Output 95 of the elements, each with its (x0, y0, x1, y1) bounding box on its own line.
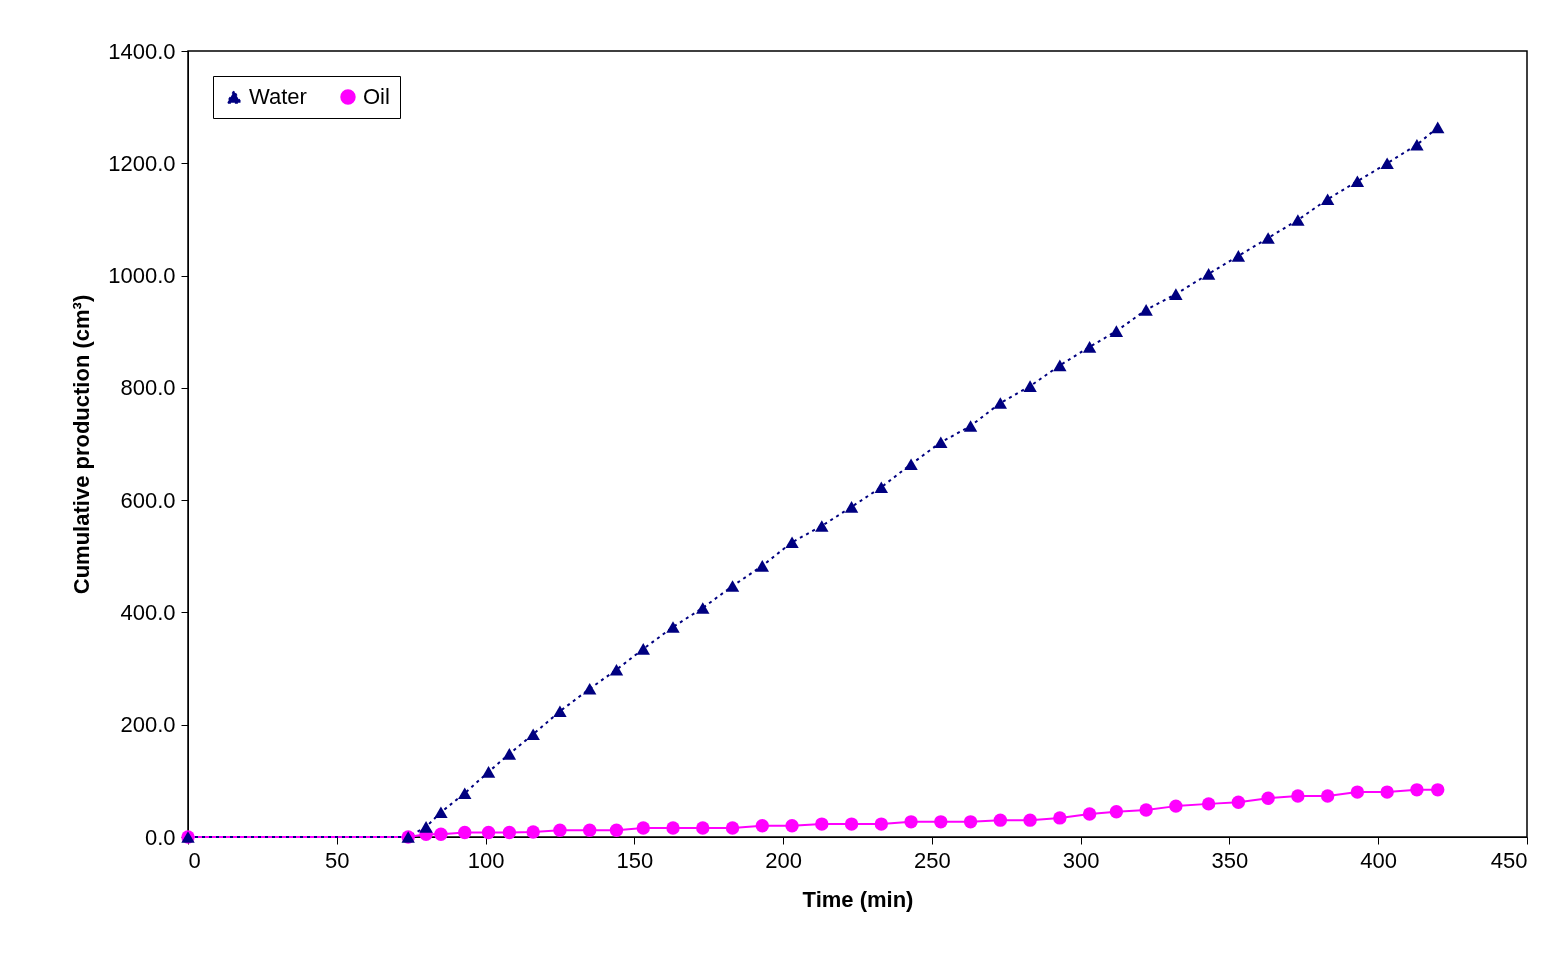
point (815, 520, 829, 532)
y-axis-title: Cumulative production (cm³) (69, 294, 95, 595)
point (1053, 359, 1067, 372)
point (666, 821, 680, 835)
point (874, 817, 889, 831)
point (1169, 288, 1183, 300)
point (526, 825, 540, 839)
point (1261, 232, 1275, 244)
y-tick-label: 1000.0 (108, 263, 176, 289)
point (1109, 805, 1124, 819)
y-tick-label: 0.0 (144, 824, 176, 850)
point (1431, 783, 1445, 797)
point (481, 825, 496, 840)
point (904, 458, 918, 471)
point (725, 821, 740, 835)
point (609, 663, 624, 676)
point (844, 817, 859, 831)
point (1410, 783, 1424, 797)
point (1410, 138, 1424, 151)
point (666, 621, 680, 633)
x-tick-label: 0 (188, 847, 201, 873)
legend-label: Water (249, 84, 307, 109)
point (458, 787, 472, 800)
x-tick-label: 450 (1490, 847, 1528, 873)
point (419, 821, 433, 833)
y-tick-label: 200.0 (120, 712, 176, 738)
point (1201, 268, 1216, 280)
point (963, 420, 978, 432)
point (815, 817, 829, 831)
point (636, 821, 650, 835)
point (582, 682, 597, 695)
point (1320, 789, 1335, 803)
point (481, 766, 496, 778)
y-tick-label: 1200.0 (108, 150, 176, 176)
point (1023, 813, 1037, 827)
x-tick-label: 350 (1211, 847, 1249, 873)
point (1082, 341, 1097, 353)
x-tick-label: 250 (914, 847, 951, 873)
point (1109, 325, 1124, 337)
point (963, 815, 978, 829)
x-tick-label: 100 (467, 847, 505, 873)
point (1431, 121, 1445, 134)
point (1023, 380, 1037, 392)
y-tick-label: 1400.0 (108, 38, 176, 64)
x-tick-label: 50 (325, 847, 350, 873)
point (785, 536, 799, 549)
point (934, 436, 948, 449)
x-tick-label: 300 (1062, 847, 1100, 873)
point (1139, 304, 1153, 316)
point (434, 827, 448, 841)
point (526, 728, 540, 741)
point (582, 823, 597, 837)
legend-label: Oil (363, 84, 390, 109)
point (636, 643, 650, 655)
point (1261, 791, 1275, 805)
point (993, 397, 1008, 409)
point (696, 821, 710, 835)
point (1350, 785, 1365, 799)
point (434, 806, 448, 819)
point (1082, 807, 1097, 821)
point (785, 819, 799, 833)
point (502, 825, 517, 840)
point (725, 580, 740, 592)
y-tick-label: 600.0 (120, 487, 176, 513)
point (458, 825, 472, 840)
point (1053, 811, 1067, 825)
point (1380, 785, 1394, 799)
point (844, 501, 859, 513)
point (1169, 799, 1183, 813)
point (553, 823, 567, 837)
point (755, 819, 769, 833)
point (609, 823, 624, 837)
point (934, 815, 948, 829)
point (1320, 193, 1335, 206)
x-tick-label: 150 (616, 847, 654, 873)
point (904, 815, 918, 829)
point (1291, 789, 1305, 803)
point (1231, 250, 1246, 262)
x-tick-label: 200 (765, 847, 802, 873)
point (1231, 795, 1246, 809)
point (755, 560, 769, 572)
point (502, 748, 517, 760)
x-axis-title: Time (min) (802, 886, 914, 912)
y-tick-label: 400.0 (120, 599, 176, 625)
point (1139, 803, 1153, 817)
point (553, 705, 567, 718)
point (1201, 797, 1216, 811)
point (696, 602, 710, 614)
point (874, 481, 889, 494)
point (993, 813, 1008, 827)
point (1291, 214, 1305, 226)
y-tick-label: 800.0 (120, 375, 176, 401)
point (1350, 175, 1365, 188)
x-tick-label: 400 (1360, 847, 1398, 873)
point (1380, 157, 1394, 170)
